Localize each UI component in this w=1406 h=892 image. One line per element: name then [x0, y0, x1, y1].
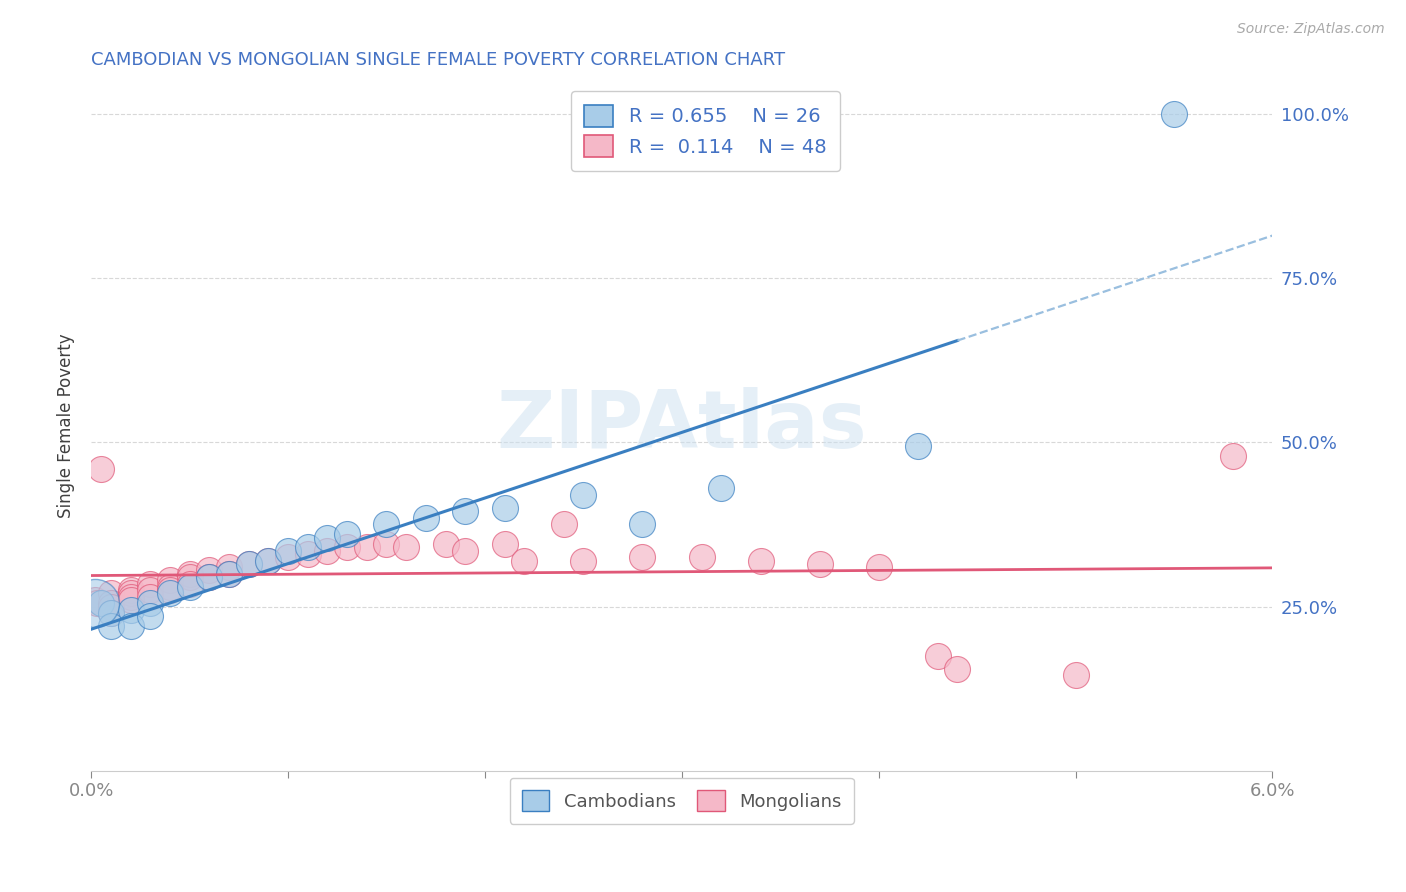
Point [336, 527, 359, 541]
Point [375, 517, 398, 532]
Point [159, 586, 181, 600]
Point [84, 596, 107, 610]
Point [120, 619, 142, 633]
Text: ZIPAtlas: ZIPAtlas [496, 387, 868, 465]
Point [631, 550, 654, 565]
Point [553, 517, 575, 532]
Point [84, 593, 107, 607]
Point [572, 553, 595, 567]
Point [395, 541, 418, 555]
Point [415, 511, 437, 525]
Point [257, 553, 280, 567]
Point [120, 603, 142, 617]
Point [198, 570, 221, 584]
Point [100, 619, 122, 633]
Point [86, 596, 108, 610]
Point [375, 537, 398, 551]
Point [494, 537, 516, 551]
Point [218, 566, 240, 581]
Point [90, 461, 112, 475]
Point [159, 583, 181, 598]
Point [316, 531, 339, 545]
Point [710, 482, 733, 496]
Point [238, 557, 260, 571]
Point [690, 550, 713, 565]
Point [159, 574, 181, 588]
Point [946, 662, 969, 676]
Point [139, 576, 162, 591]
Point [218, 560, 240, 574]
Point [297, 541, 319, 555]
Point [198, 570, 221, 584]
Point [179, 580, 201, 594]
Point [868, 560, 890, 574]
Point [218, 566, 240, 581]
Point [120, 583, 142, 598]
Point [907, 439, 929, 453]
Y-axis label: Single Female Poverty: Single Female Poverty [58, 334, 75, 518]
Point [356, 541, 378, 555]
Point [120, 593, 142, 607]
Point [1064, 668, 1087, 682]
Text: Source: ZipAtlas.com: Source: ZipAtlas.com [1237, 22, 1385, 37]
Point [336, 541, 359, 555]
Point [100, 586, 122, 600]
Point [513, 553, 536, 567]
Point [139, 609, 162, 624]
Point [808, 557, 831, 571]
Point [139, 590, 162, 604]
Point [100, 606, 122, 620]
Point [100, 596, 122, 610]
Point [631, 517, 654, 532]
Text: CAMBODIAN VS MONGOLIAN SINGLE FEMALE POVERTY CORRELATION CHART: CAMBODIAN VS MONGOLIAN SINGLE FEMALE POV… [91, 51, 786, 69]
Point [277, 550, 299, 565]
Point [139, 596, 162, 610]
Point [572, 488, 595, 502]
Point [159, 580, 181, 594]
Point [316, 543, 339, 558]
Point [927, 648, 949, 663]
Point [434, 537, 457, 551]
Point [1163, 107, 1185, 121]
Point [297, 547, 319, 561]
Point [90, 596, 112, 610]
Point [100, 606, 122, 620]
Point [198, 564, 221, 578]
Point [1222, 449, 1244, 463]
Point [179, 576, 201, 591]
Point [454, 504, 477, 518]
Point [100, 599, 122, 614]
Point [120, 586, 142, 600]
Point [139, 583, 162, 598]
Point [120, 590, 142, 604]
Point [257, 553, 280, 567]
Legend: Cambodians, Mongolians: Cambodians, Mongolians [509, 778, 853, 823]
Point [179, 566, 201, 581]
Point [749, 553, 772, 567]
Point [277, 543, 299, 558]
Point [238, 557, 260, 571]
Point [454, 543, 477, 558]
Point [494, 501, 516, 516]
Point [179, 570, 201, 584]
